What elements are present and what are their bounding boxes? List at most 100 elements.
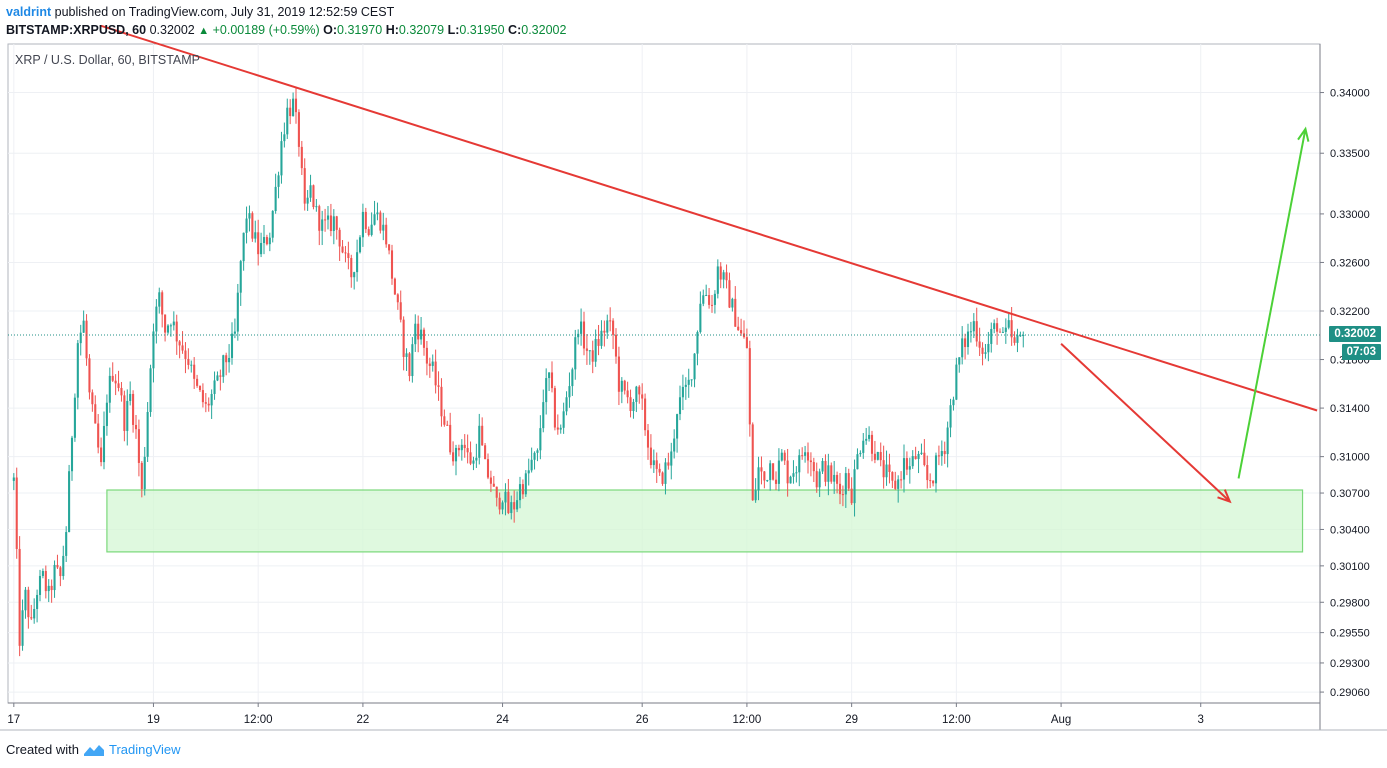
candle-body <box>219 375 221 376</box>
candle-body <box>629 397 631 411</box>
candle-body <box>368 229 370 235</box>
candle <box>798 449 800 486</box>
candle-body <box>94 404 96 423</box>
candle <box>830 462 832 483</box>
candle-body <box>199 386 201 390</box>
candle <box>469 442 471 466</box>
candle-body <box>862 441 864 453</box>
candle-body <box>979 341 981 347</box>
candle <box>53 560 55 597</box>
candle <box>68 465 70 532</box>
candle <box>458 445 460 457</box>
candle-body <box>891 472 893 481</box>
candle <box>955 358 957 400</box>
candle <box>760 456 762 484</box>
candle <box>129 381 131 405</box>
candle-body <box>16 478 18 549</box>
candle-body <box>533 453 535 460</box>
candle-body <box>298 112 300 147</box>
candle-body <box>478 426 480 458</box>
candle <box>577 329 579 344</box>
candle-body <box>897 479 899 489</box>
candle <box>149 365 151 417</box>
candle-body <box>266 237 268 244</box>
candle-body <box>833 475 835 482</box>
candle-body <box>691 379 693 380</box>
tradingview-link[interactable]: TradingView <box>109 742 181 757</box>
candle <box>763 471 765 488</box>
candle-body <box>117 383 119 388</box>
candle <box>769 460 771 490</box>
candle-body <box>961 338 963 357</box>
candle <box>481 417 483 446</box>
candle-body <box>147 412 149 457</box>
candle <box>528 459 530 486</box>
candle <box>216 371 218 381</box>
candle-body <box>272 211 274 238</box>
candle <box>45 566 47 599</box>
candle-body <box>263 237 265 243</box>
candle-body <box>339 230 341 247</box>
candle <box>417 316 419 353</box>
candle <box>923 439 925 466</box>
candle <box>446 421 448 426</box>
candle <box>749 341 751 437</box>
candle-body <box>211 394 213 405</box>
candle-body <box>30 617 32 618</box>
candle <box>97 414 99 453</box>
candle-body <box>609 320 611 321</box>
candle-body <box>277 175 279 187</box>
candle-body <box>571 369 573 386</box>
candle <box>24 587 26 619</box>
candle-body <box>871 435 873 454</box>
candle-body <box>144 457 146 489</box>
candle-body <box>999 332 1001 333</box>
candle <box>225 353 227 376</box>
candle <box>961 326 963 364</box>
candle-body <box>321 219 323 230</box>
x-tick-label: 19 <box>147 714 160 726</box>
candle <box>16 468 18 559</box>
candle-body <box>949 405 951 427</box>
candle <box>266 235 268 246</box>
candle <box>42 568 44 578</box>
candle <box>885 451 887 486</box>
candle-body <box>568 386 570 397</box>
candle <box>199 385 201 392</box>
candle-body <box>682 387 684 397</box>
candle <box>641 383 643 410</box>
candle <box>778 448 780 491</box>
candle-body <box>685 385 687 387</box>
candle <box>39 570 41 601</box>
candle <box>493 476 495 487</box>
candle-body <box>1013 337 1015 343</box>
candle <box>932 480 934 486</box>
candle <box>397 293 399 310</box>
candle-body <box>929 480 931 481</box>
candle-body <box>39 576 41 595</box>
y-tick-label: 0.32200 <box>1330 306 1370 318</box>
open-label: O: <box>323 23 337 37</box>
candle-body <box>792 473 794 477</box>
candle-body <box>74 398 76 438</box>
candle-body <box>993 323 995 329</box>
candle <box>525 470 527 497</box>
candle <box>1013 331 1015 345</box>
candle-body <box>627 391 629 398</box>
candle <box>711 295 713 313</box>
candle <box>813 458 815 482</box>
candle <box>275 174 277 214</box>
candle <box>929 473 931 488</box>
author-link[interactable]: valdrint <box>6 5 51 19</box>
candle-body <box>597 339 599 346</box>
candle <box>181 331 183 354</box>
candle-body <box>254 232 256 238</box>
candle-body <box>1005 328 1007 332</box>
candle-body <box>824 461 826 482</box>
candle <box>720 262 722 288</box>
plot-frame <box>8 44 1320 703</box>
candle <box>435 350 437 394</box>
candle <box>472 457 474 470</box>
candle-body <box>213 380 215 394</box>
